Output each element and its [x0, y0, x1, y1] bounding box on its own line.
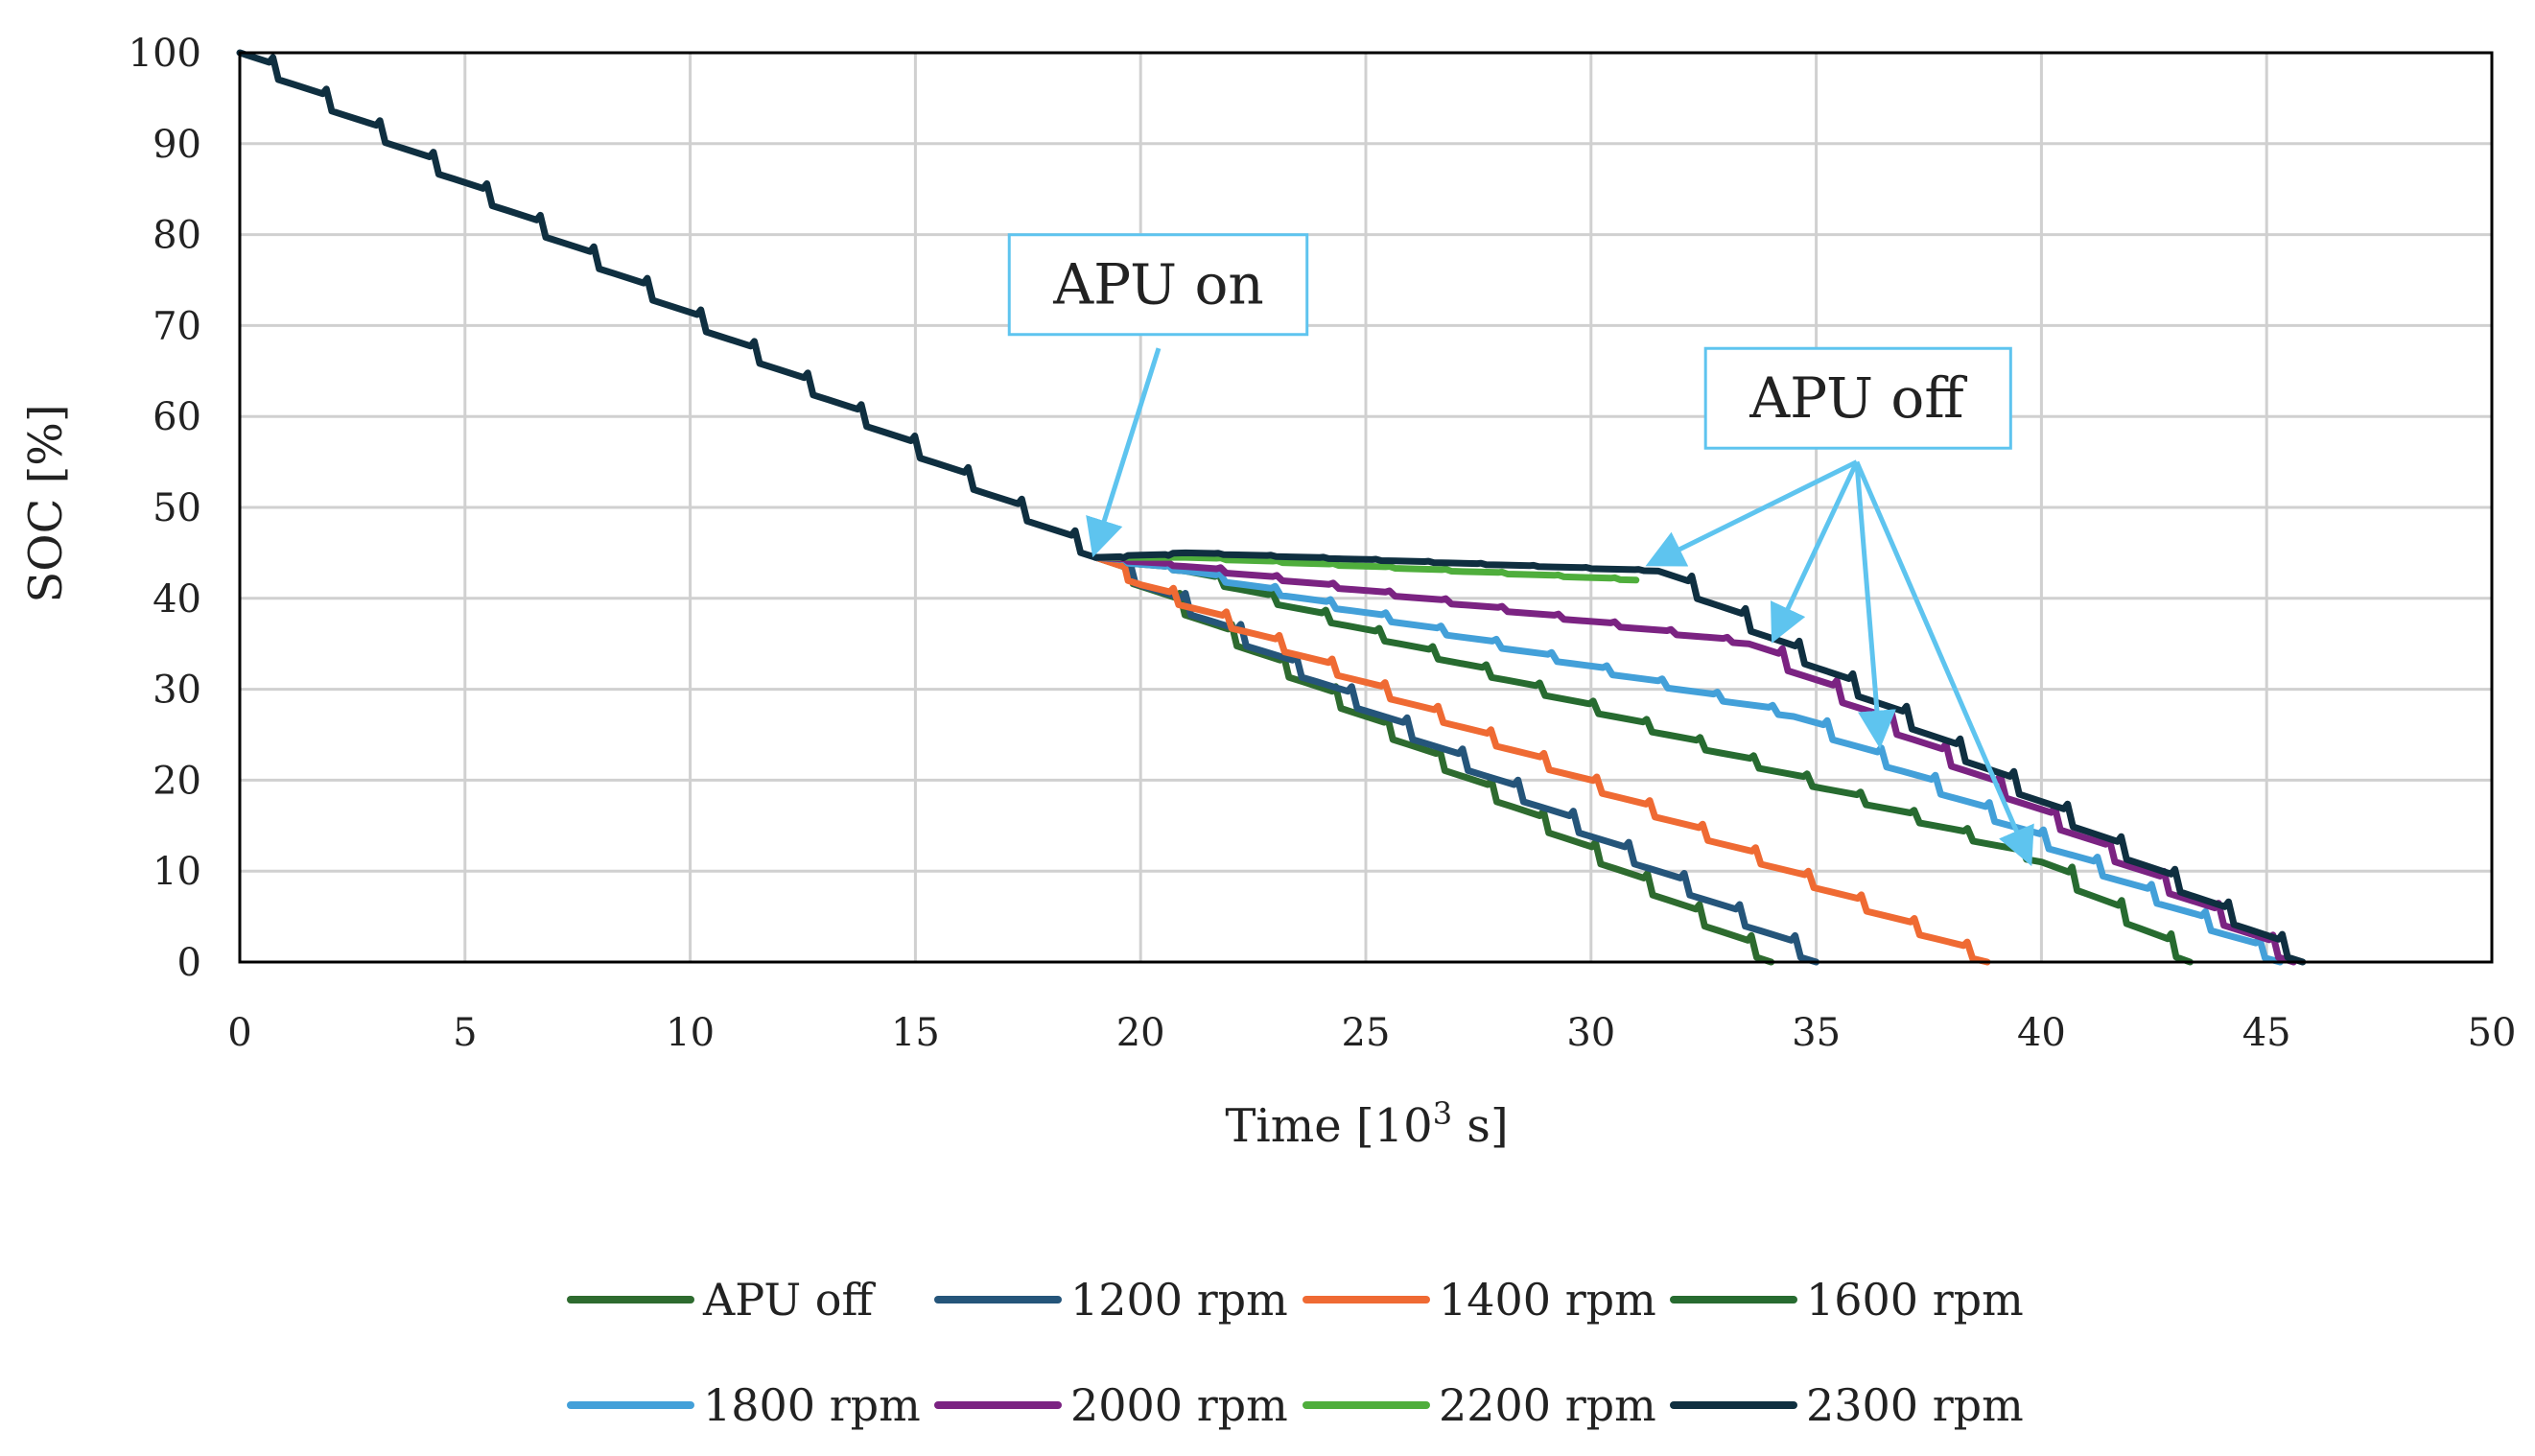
x-tick-label: 40 [2017, 1011, 2066, 1055]
callout-arrow [1854, 461, 1896, 749]
x-tick-label: 20 [1116, 1011, 1165, 1055]
x-axis-title-end: s] [1452, 1099, 1509, 1153]
y-tick-label: 90 [153, 123, 201, 167]
legend-label: APU off [702, 1274, 876, 1326]
series-line [1091, 553, 1820, 966]
callout-annotations: APU on APU off [1007, 233, 2034, 867]
x-tick-label: 35 [1792, 1011, 1841, 1055]
x-tick-label: 25 [1342, 1011, 1391, 1055]
x-tick-label: 30 [1566, 1011, 1615, 1055]
legend: APU off 1200 rpm 1400 rpm 1600 rpm 1800 rpm 2… [567, 1274, 2024, 1431]
x-axis-tick-labels: 0 5 10 15 20 25 30 35 40 45 50 [227, 1011, 2516, 1055]
y-tick-label: 80 [153, 214, 201, 258]
x-axis-title-main: Time [10 [1225, 1099, 1432, 1153]
legend-label: 1800 rpm [703, 1379, 921, 1431]
legend-label: 2300 rpm [1806, 1379, 2024, 1431]
y-tick-label: 0 [177, 941, 201, 985]
x-tick-label: 10 [666, 1011, 715, 1055]
y-tick-label: 60 [153, 395, 201, 439]
x-axis-title: Time [103 s] [1225, 1095, 1508, 1153]
y-tick-label: 100 [129, 32, 201, 76]
series-line [1091, 553, 1991, 966]
callout-label: APU on [1052, 252, 1263, 317]
series-line [1091, 553, 2297, 966]
legend-label: 1600 rpm [1806, 1274, 2024, 1326]
x-tick-label: 45 [2242, 1011, 2291, 1055]
y-tick-label: 40 [153, 577, 201, 622]
callout-label: APU off [1749, 365, 1967, 431]
x-tick-label: 15 [891, 1011, 940, 1055]
callout-box [1703, 346, 2012, 450]
legend-label: 2200 rpm [1439, 1379, 1656, 1431]
callout-arrow [1854, 460, 2034, 867]
callout-arrow [1645, 459, 1858, 567]
y-tick-label: 10 [153, 850, 201, 894]
legend-label: 1200 rpm [1070, 1274, 1288, 1326]
callout-arrow [1770, 460, 1860, 644]
common-discharge-line [236, 49, 1099, 561]
y-axis-tick-labels: 0 10 20 30 40 50 60 70 80 90 100 [129, 32, 201, 985]
callout-arrow [1086, 347, 1162, 558]
x-tick-label: 50 [2468, 1011, 2517, 1055]
y-tick-label: 30 [153, 669, 201, 713]
legend-label: 2000 rpm [1070, 1379, 1288, 1431]
y-tick-label: 20 [153, 759, 201, 803]
x-axis-title-superscript: 3 [1433, 1095, 1452, 1132]
x-tick-label: 0 [227, 1011, 251, 1055]
y-axis-title: SOC [%] [19, 404, 73, 602]
y-tick-label: 70 [153, 304, 201, 348]
plot-frame [238, 51, 2494, 964]
x-tick-label: 5 [453, 1011, 477, 1055]
series-line [1091, 553, 2284, 966]
callout-box [1007, 233, 1309, 337]
legend-label: 1400 rpm [1439, 1274, 1656, 1326]
y-tick-label: 50 [153, 486, 201, 530]
series-line [1091, 549, 2307, 966]
series-lines [236, 49, 2307, 966]
